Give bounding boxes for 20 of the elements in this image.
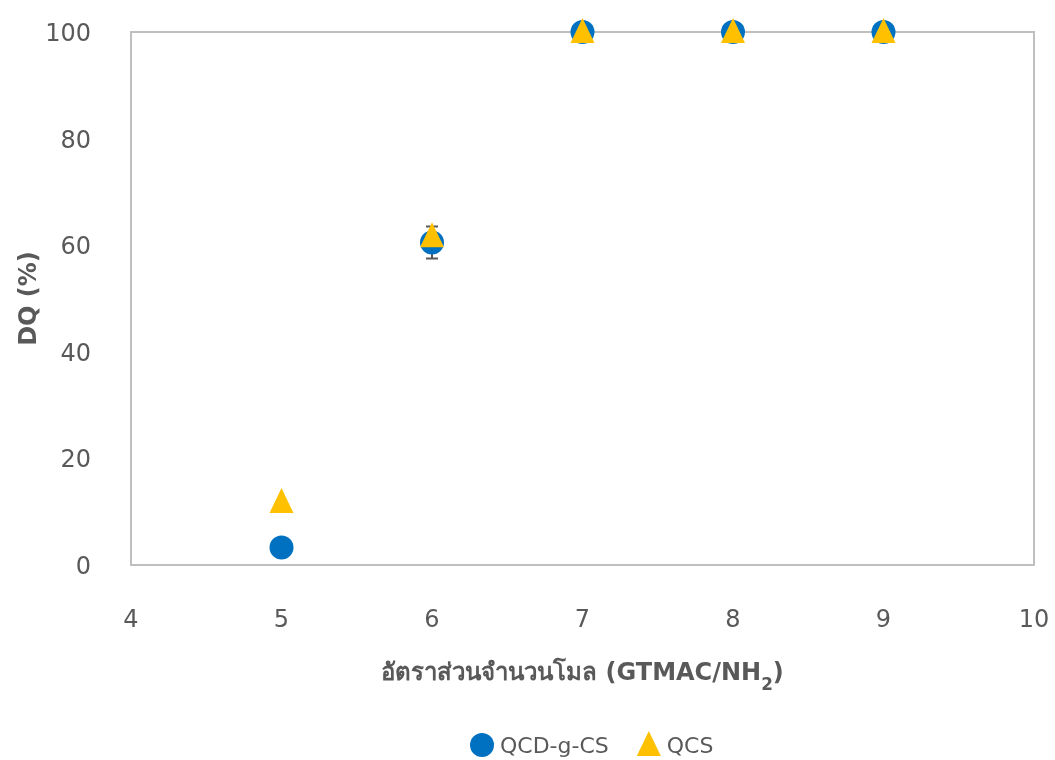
y-tick-label: 100 xyxy=(45,19,91,47)
y-tick-label: 40 xyxy=(60,338,91,367)
legend-label: QCD-g-CS xyxy=(500,733,609,758)
y-tick-label: 60 xyxy=(60,232,91,261)
x-tick-label: 6 xyxy=(424,605,440,633)
x-tick-label: 7 xyxy=(574,605,591,633)
y-tick-label: 80 xyxy=(60,125,91,154)
legend-label: QCS xyxy=(666,733,714,758)
x-tick-label: 8 xyxy=(725,605,741,633)
point xyxy=(420,222,444,248)
x-axis-title: อัตราส่วนจำนวนโมล (GTMAC/NH$_{2}$) xyxy=(381,657,784,694)
point xyxy=(269,488,294,514)
y-tick-label: 0 xyxy=(75,552,91,580)
x-tick-label: 10 xyxy=(1018,605,1050,633)
x-tick-label: 4 xyxy=(123,605,139,633)
x-tick-label: 5 xyxy=(273,605,290,633)
y-axis-title: DQ (%) xyxy=(14,251,42,346)
point xyxy=(269,535,294,560)
y-tick-label: 20 xyxy=(60,445,91,474)
x-tick-label: 9 xyxy=(875,605,892,633)
